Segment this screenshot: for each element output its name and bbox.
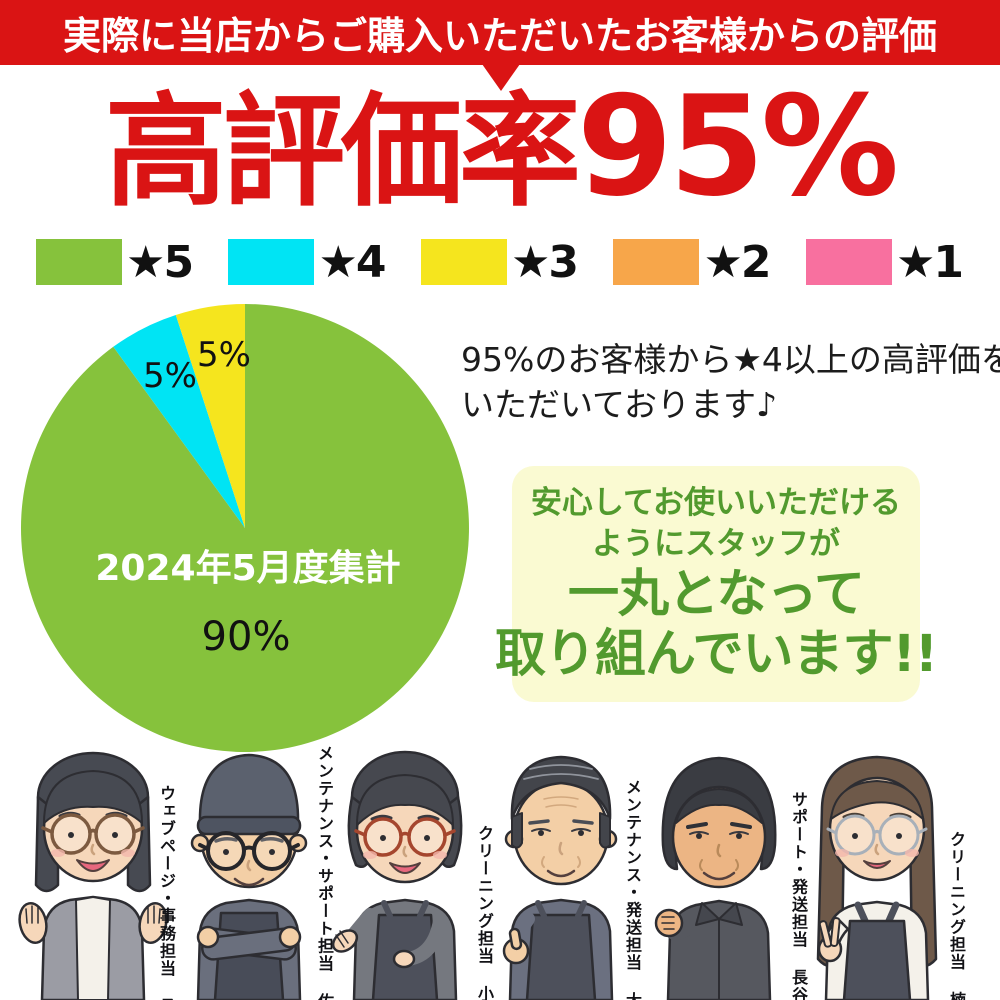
legend-label-star5: ★5 <box>126 236 194 288</box>
page-title: 高評価率 95% <box>0 78 1000 218</box>
staff-label-hasegawa: サポート・発送担当 長谷川 <box>789 791 808 1000</box>
staff-avatar-otsuka <box>502 755 618 1000</box>
legend-item-star5: ★5 <box>36 236 194 288</box>
header-banner-text: 実際に当店からご購入いただいたお客様からの評価 <box>62 14 937 58</box>
rating-note-line2: いただいております♪ <box>461 385 778 424</box>
staff-avatar-kuwasawa <box>18 751 168 1000</box>
staff-member-hasegawa: サポート・発送担当 長谷川 <box>644 733 808 1000</box>
pie-chart: 5% 5% 2024年5月度集計 90% <box>17 300 473 756</box>
legend-label-star2: ★2 <box>703 236 771 288</box>
staff-label-kuwasawa: ウェブページ・事務担当 桑澤 <box>157 785 176 1000</box>
legend-swatch-star3 <box>420 239 507 285</box>
staff-callout-box: 安心してお使いいただける ようにスタッフが 一丸となって 取り組んでいます!! <box>495 466 938 702</box>
staff-avatar-kusumori <box>816 755 938 1000</box>
pie-slice-star3 <box>175 304 245 528</box>
callout-line2: ようにスタッフが <box>592 526 840 562</box>
legend-label-star4: ★4 <box>318 236 386 288</box>
pie-label-star5-value: 90% <box>202 614 291 660</box>
staff-member-koike: クリーニング担当 小池 <box>330 733 494 1000</box>
staff-member-otsuka: メンテナンス・発送担当 大塚 <box>486 733 642 1000</box>
pie-label-star4-value: 5% <box>143 356 197 396</box>
callout-line1: 安心してお使いいただける <box>530 485 902 521</box>
rating-note-line1: 95%のお客様から★4以上の高評価を <box>461 340 1000 379</box>
banner-pointer-triangle-icon <box>482 64 520 91</box>
rating-note: 95%のお客様から★4以上の高評価を いただいております♪ <box>461 337 1000 427</box>
legend-item-star2: ★2 <box>613 236 772 288</box>
pie-slice-star5 <box>20 304 469 752</box>
pie-slice-star4 <box>113 315 245 528</box>
staff-label-koike: クリーニング担当 小池 <box>475 825 494 1000</box>
rating-legend: ★5 ★4 ★3 ★2 ★1 <box>36 236 964 288</box>
pie-chart-svg: 5% 5% 2024年5月度集計 90% <box>20 304 469 752</box>
staff-label-kusumori: クリーニング担当 楠森 <box>947 831 966 1000</box>
legend-swatch-star5 <box>36 239 122 285</box>
legend-label-star3: ★3 <box>510 236 579 288</box>
page-title-text: 高評価率 <box>104 81 581 223</box>
pie-label-star3-value: 5% <box>197 335 251 375</box>
page-title-value: 95% <box>576 66 899 227</box>
legend-item-star1: ★1 <box>805 236 964 288</box>
staff-avatar-koike <box>331 750 463 1000</box>
callout-line4: 取り組んでいます!! <box>495 625 938 684</box>
legend-item-star3: ★3 <box>420 236 579 288</box>
staff-avatar-sato <box>190 753 308 1000</box>
pie-center-label: 2024年5月度集計 <box>95 548 400 589</box>
legend-label-star1: ★1 <box>895 236 964 288</box>
callout-line3: 一丸となって <box>568 565 865 624</box>
staff-member-sato: メンテナンス・サポート担当 佐藤 <box>174 733 334 1000</box>
legend-swatch-star2 <box>613 239 700 285</box>
staff-label-otsuka: メンテナンス・発送担当 大塚 <box>623 779 642 1000</box>
staff-avatar-hasegawa <box>654 756 777 1000</box>
legend-swatch-star4 <box>228 239 315 285</box>
legend-item-star4: ★4 <box>228 236 387 288</box>
staff-member-kuwasawa: ウェブページ・事務担当 桑澤 <box>18 733 176 1000</box>
legend-swatch-star1 <box>805 239 892 285</box>
staff-label-sato: メンテナンス・サポート担当 佐藤 <box>315 745 334 1000</box>
staff-member-kusumori: クリーニング担当 楠森 <box>802 733 966 1000</box>
header-banner: 実際に当店からご購入いただいたお客様からの評価 <box>0 0 1000 65</box>
